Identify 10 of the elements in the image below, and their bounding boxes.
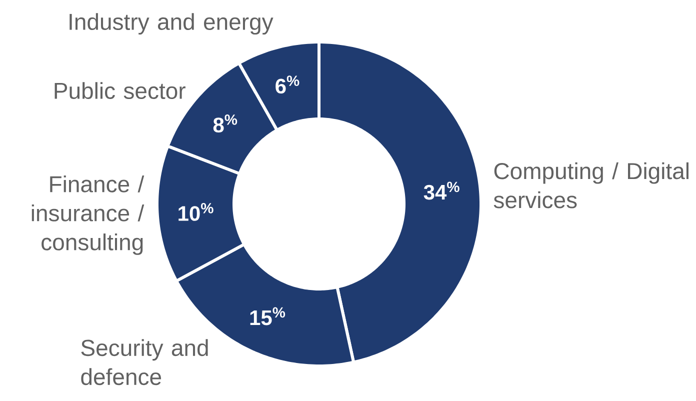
data-label: 8$^{%}$ xyxy=(213,114,238,132)
data-label: 6$^{%}$ xyxy=(276,76,300,94)
slice-label: Public sector xyxy=(54,82,186,100)
data-label: 34$^{%}$ xyxy=(424,182,460,200)
data-label: 15$^{%}$ xyxy=(250,307,286,326)
slice-label: Computing / Digital services xyxy=(494,162,688,208)
slice-label: Finance / insurance / consulting xyxy=(32,175,144,255)
slice-label: Security and defence xyxy=(81,339,208,386)
slice-label: Industry and energy xyxy=(70,13,274,35)
data-label: 10$^{%}$ xyxy=(178,202,214,221)
